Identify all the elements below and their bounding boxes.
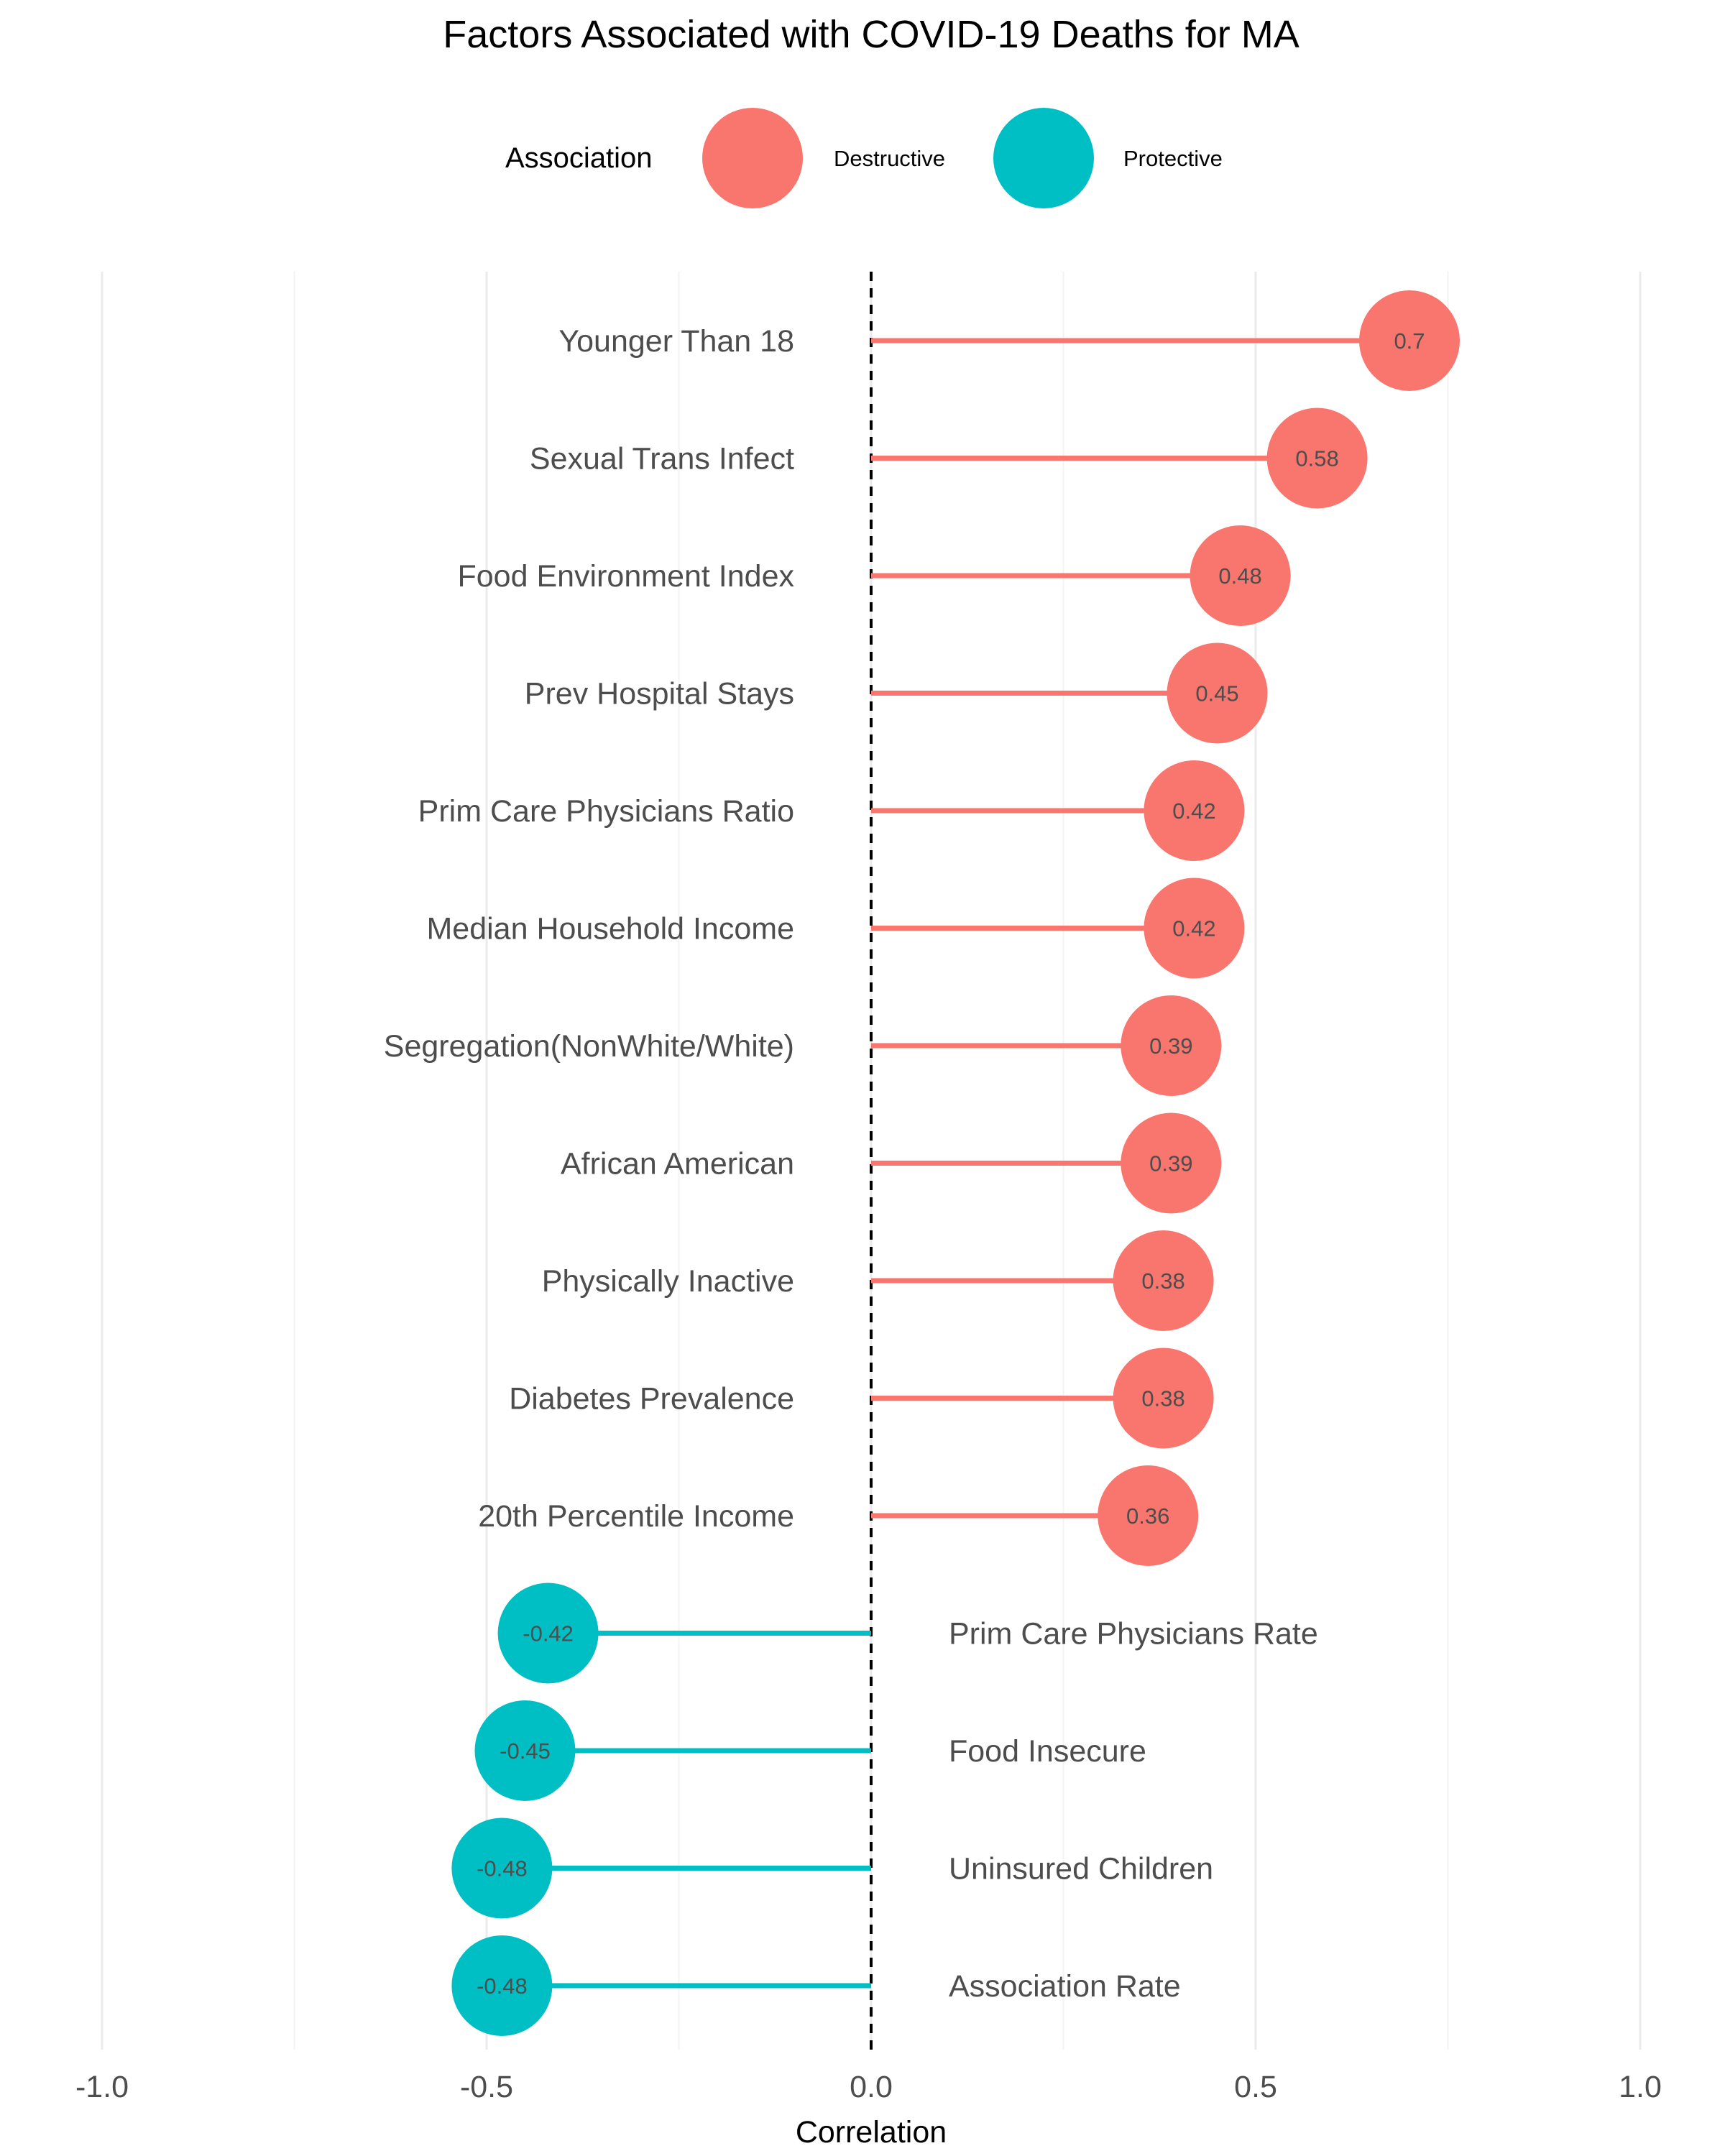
x-tick-label: 0.5 xyxy=(1234,2070,1277,2104)
legend-key-protective xyxy=(993,108,1094,208)
lollipop-dot xyxy=(1113,1348,1214,1449)
x-tick-label: 1.0 xyxy=(1619,2070,1662,2104)
x-axis-ticks: -1.0 -0.5 0.0 0.5 1.0 xyxy=(75,2070,1662,2104)
category-label: Prim Care Physicians Ratio xyxy=(418,794,794,829)
x-axis-title: Correlation xyxy=(796,2115,947,2150)
legend-title: Association xyxy=(505,142,653,174)
category-label: Physically Inactive xyxy=(542,1264,794,1299)
lollipop-dot xyxy=(474,1700,576,1801)
category-labels: Younger Than 18 Sexual Trans Infect Food E… xyxy=(384,324,1318,2004)
lollipop-dot xyxy=(1190,525,1291,626)
lollipop-stems xyxy=(502,338,1409,1989)
category-label: Prev Hospital Stays xyxy=(525,677,794,711)
category-label: Association Rate xyxy=(949,1969,1181,2004)
legend-label-protective: Protective xyxy=(1123,146,1223,171)
lollipop-dot xyxy=(1359,290,1460,391)
category-label: Prim Care Physicians Rate xyxy=(949,1617,1318,1651)
legend-label-destructive: Destructive xyxy=(834,146,945,171)
lollipop-dot xyxy=(1098,1465,1199,1566)
value-label: -0.48 xyxy=(477,1973,528,1999)
value-label: 0.38 xyxy=(1141,1386,1184,1411)
lollipop-dot xyxy=(1144,877,1245,979)
value-label: 0.7 xyxy=(1394,328,1425,354)
value-label: 0.42 xyxy=(1172,798,1215,824)
x-tick-label: 0.0 xyxy=(850,2070,893,2104)
lollipop-dot xyxy=(1121,995,1222,1096)
category-label: African American xyxy=(561,1147,794,1181)
value-label: -0.42 xyxy=(523,1621,574,1646)
category-label: Food Insecure xyxy=(949,1734,1146,1769)
lollipop-dot xyxy=(1266,407,1368,509)
value-label: 0.45 xyxy=(1195,681,1238,706)
value-label: 0.39 xyxy=(1149,1151,1192,1176)
value-label: -0.48 xyxy=(477,1856,528,1881)
category-label: Food Environment Index xyxy=(458,559,795,594)
lollipop-dot xyxy=(497,1583,599,1684)
value-label: 0.58 xyxy=(1295,446,1338,471)
lollipop-dot xyxy=(1167,642,1268,744)
category-label: Diabetes Prevalence xyxy=(509,1382,794,1416)
value-label: 0.39 xyxy=(1149,1033,1192,1059)
chart-title: Factors Associated with COVID-19 Deaths … xyxy=(443,13,1299,56)
category-label: 20th Percentile Income xyxy=(478,1499,794,1534)
lollipop-dot xyxy=(451,1818,553,1919)
category-label: Younger Than 18 xyxy=(558,324,794,359)
value-label: 0.42 xyxy=(1172,916,1215,941)
lollipop-dot xyxy=(1113,1230,1214,1331)
legend-key-destructive xyxy=(702,108,803,208)
value-label: -0.45 xyxy=(500,1738,551,1764)
category-label: Uninsured Children xyxy=(949,1852,1213,1886)
value-label: 0.48 xyxy=(1218,563,1261,589)
lollipop-dot xyxy=(451,1935,553,2036)
category-label: Segregation(NonWhite/White) xyxy=(384,1029,794,1064)
value-label: 0.36 xyxy=(1126,1503,1169,1529)
category-label: Sexual Trans Infect xyxy=(530,442,794,476)
legend: Association Destructive Protective xyxy=(505,108,1223,208)
lollipop-dot xyxy=(1144,760,1245,861)
x-tick-label: -0.5 xyxy=(460,2070,513,2104)
category-label: Median Household Income xyxy=(426,912,794,946)
lollipop-dot xyxy=(1121,1112,1222,1214)
value-label: 0.38 xyxy=(1141,1268,1184,1294)
x-tick-label: -1.0 xyxy=(75,2070,129,2104)
lollipop-dots: 0.7 0.58 0.48 0.45 0.42 0.42 0.39 0.39 0.38 0.38 0… xyxy=(451,290,1460,2036)
